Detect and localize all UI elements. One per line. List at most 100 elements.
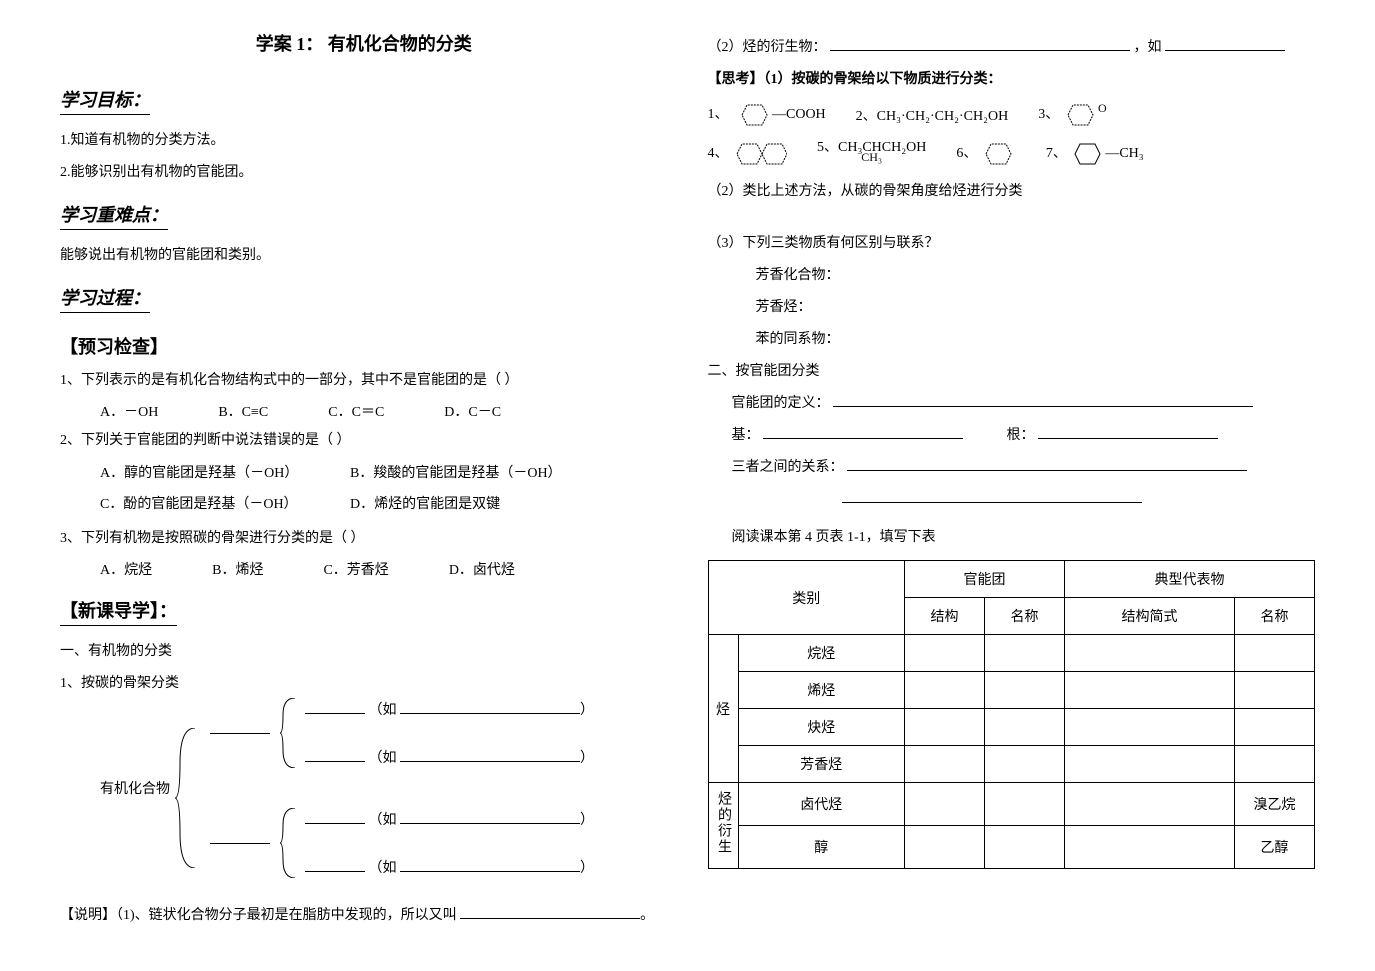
blank (305, 746, 365, 762)
td-halide-rep: 溴乙烷 (1235, 783, 1315, 826)
td-empty (985, 709, 1065, 746)
note-1-text: 【说明】（1)、链状化合物分子最初是在脂肪中发现的，所以又叫 (60, 908, 457, 923)
hexagon-icon (981, 139, 1016, 169)
relation-line-2 (708, 486, 1316, 514)
hexagon-o-icon: O (1063, 100, 1113, 130)
td-empty (905, 783, 985, 826)
struct-7: 7、 —CH₃ (1046, 139, 1144, 169)
deriv-suffix: ，如 (1134, 40, 1162, 55)
tree-root-label: 有机化合物 (100, 778, 170, 798)
hexagon-icon (1070, 139, 1105, 169)
td-empty (1065, 826, 1235, 869)
blank (210, 828, 270, 844)
q2-options: A．醇的官能团是羟基（－OH） B．羧酸的官能团是羟基（－OH） C．酚的官能团… (60, 459, 668, 521)
td-empty (1065, 635, 1235, 672)
td-empty (905, 709, 985, 746)
td-empty (1235, 635, 1315, 672)
blank (400, 698, 580, 714)
q2-opt-a: A．醇的官能团是羟基（－OH） (100, 459, 350, 490)
struct-4: 4、 (708, 139, 788, 169)
left-column: 学案 1： 有机化合物的分类 学习目标： 1.知道有机物的分类方法。 2.能够识… (40, 30, 688, 941)
think-3: （3）下列三类物质有何区别与联系？ (708, 230, 1316, 258)
brace-icon (280, 698, 300, 768)
blank (847, 455, 1247, 471)
structures-row-1: 1、 —COOH 2、CH₃·CH₂·CH₂·CH₂OH 3、 O (708, 100, 1316, 130)
th-name-2: 名称 (1235, 598, 1315, 635)
classification-table: 类别 官能团 典型代表物 结构 名称 结构简式 名称 烃 烷烃 烯烃 炔烃 芳香… (708, 560, 1316, 869)
q1-text: 1、下列表示的是有机化合物结构式中的一部分，其中不是官能团的是（ ） (60, 367, 668, 395)
td-empty (1235, 746, 1315, 783)
blank (305, 808, 365, 824)
blank (1038, 423, 1218, 439)
td-alcohol: 醇 (738, 826, 905, 869)
td-empty (985, 826, 1065, 869)
relation-line: 三者之间的关系： (708, 454, 1316, 482)
goal-1: 1.知道有机物的分类方法。 (60, 127, 668, 155)
td-empty (985, 672, 1065, 709)
td-empty (985, 783, 1065, 826)
td-empty (1065, 672, 1235, 709)
blank (833, 391, 1253, 407)
structures-row-2: 4、 5、CH₃CHCH₂OH CH₃ 6、 7、 —CH₃ (708, 136, 1316, 172)
naphthalene-icon (732, 139, 787, 169)
q3-opt-b: B．烯烃 (212, 559, 263, 579)
derivative-line: （2）烃的衍生物： ，如 (708, 34, 1316, 62)
blank (1165, 35, 1285, 51)
td-empty (985, 635, 1065, 672)
def-label: 官能团的定义： (732, 396, 830, 411)
goal-2: 2.能够识别出有机物的官能团。 (60, 159, 668, 187)
q1-opt-b: B．C≡C (218, 401, 268, 421)
think-heading: 【思考】（1）按碳的骨架给以下物质进行分类： (708, 66, 1316, 94)
blank (400, 856, 580, 872)
classify-1: 1、按碳的骨架分类 (60, 670, 179, 698)
td-arene: 芳香烃 (738, 746, 905, 783)
struct-5-bottom: CH₃ (861, 150, 882, 164)
aroma-2: 芳香烃： (708, 294, 1316, 322)
blank (400, 746, 580, 762)
q1-opt-c: C．C＝C (328, 401, 384, 421)
eg-label: （如 (369, 813, 397, 828)
struct-3: 3、 O (1038, 100, 1113, 130)
blank (210, 718, 270, 734)
keypoints-text: 能够说出有机物的官能团和类别。 (60, 242, 668, 270)
q2-text: 2、下列关于官能团的判断中说法错误的是（ ） (60, 427, 668, 455)
preview-heading: 【预习检查】 (60, 333, 668, 359)
struct-6: 6、 (956, 139, 1016, 169)
classification-tree: 有机化合物 （如 ） （如 ） （如 (60, 698, 668, 898)
blank (830, 35, 1130, 51)
blank (305, 698, 365, 714)
td-empty (1065, 746, 1235, 783)
struct-7-label: CH₃ (1119, 146, 1143, 161)
q2-opt-d: D．烯烃的官能团是双键 (350, 490, 600, 521)
brace-icon (280, 808, 300, 878)
page-title: 学案 1： 有机化合物的分类 (60, 30, 668, 56)
blank (305, 856, 365, 872)
th-type: 类别 (708, 561, 905, 635)
td-empty (985, 746, 1065, 783)
def-line: 官能团的定义： (708, 390, 1316, 418)
td-empty (905, 635, 985, 672)
deriv-label: （2）烃的衍生物： (708, 40, 827, 55)
td-empty (905, 826, 985, 869)
eg-label: （如 (369, 751, 397, 766)
td-empty (905, 672, 985, 709)
goals-heading: 学习目标： (60, 86, 150, 115)
eg-label: （如 (369, 703, 397, 718)
aroma-1: 芳香化合物： (708, 262, 1316, 290)
q3-options: A．烷烃 B．烯烃 C．芳香烃 D．卤代烃 (60, 559, 668, 579)
right-column: （2）烃的衍生物： ，如 【思考】（1）按碳的骨架给以下物质进行分类： 1、 —… (688, 30, 1336, 941)
q3-opt-a: A．烷烃 (100, 559, 152, 579)
aroma-3: 苯的同系物： (708, 326, 1316, 354)
gen-label: 根： (1007, 428, 1035, 443)
td-alkyne: 炔烃 (738, 709, 905, 746)
th-functional-group: 官能团 (905, 561, 1065, 598)
deriv-group-label: 烃的衍生 (713, 791, 733, 855)
process-heading: 学习过程： (60, 284, 150, 313)
ji-label: 基： (732, 428, 760, 443)
q3-opt-d: D．卤代烃 (449, 559, 515, 579)
th-representative: 典型代表物 (1065, 561, 1315, 598)
blank (460, 903, 640, 919)
blank (842, 487, 1142, 503)
hexagon-icon (732, 100, 772, 130)
blank (763, 423, 963, 439)
